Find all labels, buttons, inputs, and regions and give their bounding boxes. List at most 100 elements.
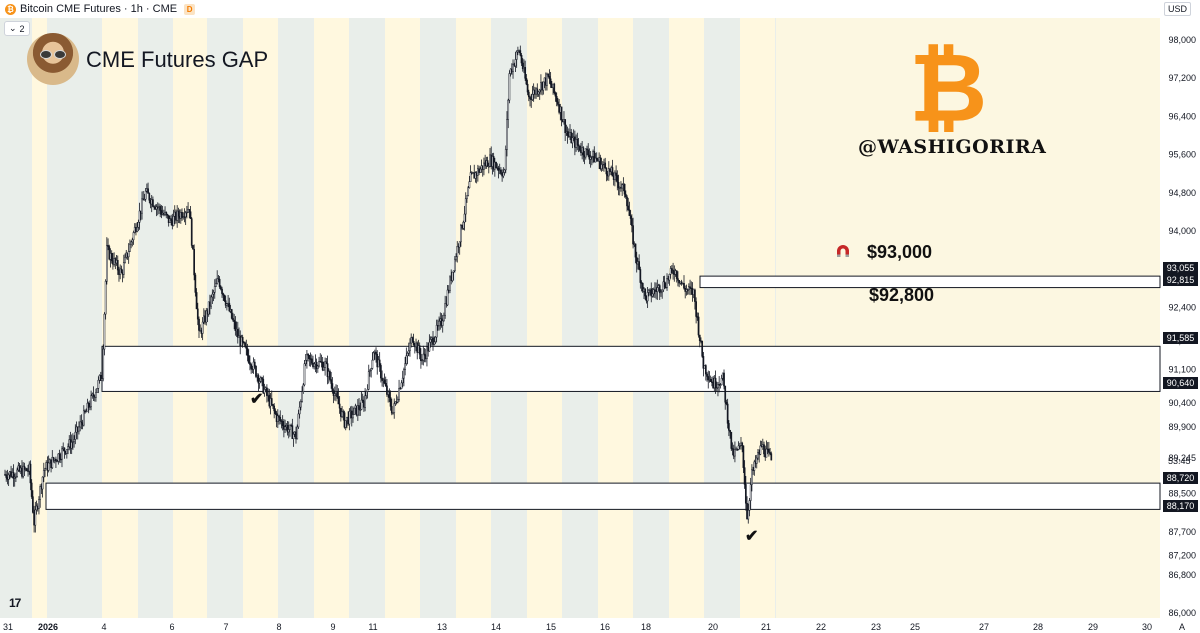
candle-body (205, 310, 208, 323)
session-stripe (102, 18, 138, 618)
x-tick-label: 20 (708, 622, 718, 632)
y-tick-label: 86,800 (1168, 570, 1196, 580)
candle-body (193, 249, 196, 276)
y-tick-label: 90,400 (1168, 398, 1196, 408)
candle-body (601, 163, 604, 166)
candle-body (216, 278, 219, 284)
candle-body (744, 484, 747, 504)
candle-body (607, 168, 610, 177)
candle-body (663, 281, 666, 288)
candle-body (765, 448, 768, 458)
session-stripe (138, 18, 173, 618)
candle-body (444, 303, 446, 316)
candle-body (65, 449, 68, 454)
candle-body (234, 321, 237, 331)
session-stripe (527, 18, 562, 618)
candle-body (290, 424, 292, 427)
x-tick-label: 21 (761, 622, 771, 632)
candle-body (107, 245, 109, 247)
candle-body (695, 301, 697, 317)
x-tick-label: 16 (600, 622, 610, 632)
candle-body (326, 363, 329, 378)
candle-body (274, 410, 277, 414)
candle-body (525, 78, 528, 85)
gap-zone[interactable] (45, 482, 1161, 510)
candle-body (384, 383, 387, 387)
gap-zone[interactable] (101, 345, 1161, 392)
candle-body (25, 468, 28, 472)
candle-body (249, 362, 251, 365)
candle-body (236, 329, 239, 338)
indicators-collapse-button[interactable]: ⌄ 2 (4, 21, 30, 36)
candle-body (127, 251, 130, 258)
candle-body (213, 286, 216, 293)
currency-selector[interactable]: USD (1164, 2, 1192, 16)
candle-body (595, 157, 598, 160)
candle-body (148, 193, 151, 201)
candle-body (32, 496, 34, 513)
candle-body (698, 334, 701, 341)
candle-body (361, 399, 364, 402)
candle-body (259, 377, 262, 382)
session-stripe (173, 18, 207, 618)
candle-body (680, 281, 683, 284)
candle-body (232, 318, 234, 321)
candle-body (466, 195, 468, 199)
candle-body (186, 211, 188, 214)
candle-body (397, 399, 399, 403)
candle-body (56, 460, 58, 463)
candle-body (195, 292, 198, 310)
candle-body (462, 221, 465, 229)
session-stripe (314, 18, 349, 618)
candle-body (666, 278, 668, 288)
candle-body (769, 452, 771, 454)
candle-body (223, 294, 226, 301)
gap-zone[interactable] (699, 275, 1161, 289)
candle-body (719, 384, 722, 386)
candle-body (172, 216, 175, 226)
auto-scale-button[interactable]: A (1179, 622, 1185, 632)
chart-annotation-title: CME Futures GAP (86, 47, 269, 72)
candle-body (210, 296, 212, 307)
candle-body (266, 387, 268, 396)
candle-body (51, 457, 54, 469)
tradingview-logo[interactable]: 17 (9, 596, 21, 610)
candle-body (348, 411, 351, 425)
session-stripe (243, 18, 278, 618)
x-tick-label: 7 (223, 622, 228, 632)
candle-body (7, 474, 10, 480)
candle-body (701, 341, 704, 357)
delayed-data-badge[interactable]: D (184, 3, 196, 15)
candle-body (524, 67, 527, 79)
session-stripe (32, 18, 47, 618)
candle-body (514, 59, 517, 67)
candle-body (734, 449, 736, 457)
candle-body (576, 139, 579, 145)
candle-body (96, 388, 99, 393)
gap-label-93000: $93,000 (867, 242, 933, 262)
candle-body (435, 324, 438, 338)
candle-body (694, 289, 696, 302)
candle-body (638, 261, 640, 270)
candle-body (272, 404, 274, 407)
candle-body (441, 320, 444, 326)
candle-body (594, 157, 597, 163)
candle-body (316, 365, 319, 369)
candle-body (407, 350, 410, 354)
candle-body (370, 368, 373, 371)
candle-body (640, 282, 643, 284)
candle-body (564, 119, 567, 134)
candle-body (446, 289, 449, 306)
x-tick-label: 15 (546, 622, 556, 632)
candle-body (318, 361, 320, 367)
y-tick-label: 98,000 (1168, 35, 1196, 45)
candle-body (672, 269, 674, 274)
candle-body (768, 448, 770, 453)
session-stripe (562, 18, 598, 618)
candle-body (438, 320, 440, 327)
candle-body (63, 447, 66, 452)
candle-body (546, 73, 548, 86)
symbol-header[interactable]: ₿ Bitcoin CME Futures · 1h · CME D (0, 0, 196, 18)
candle-body (300, 401, 302, 408)
